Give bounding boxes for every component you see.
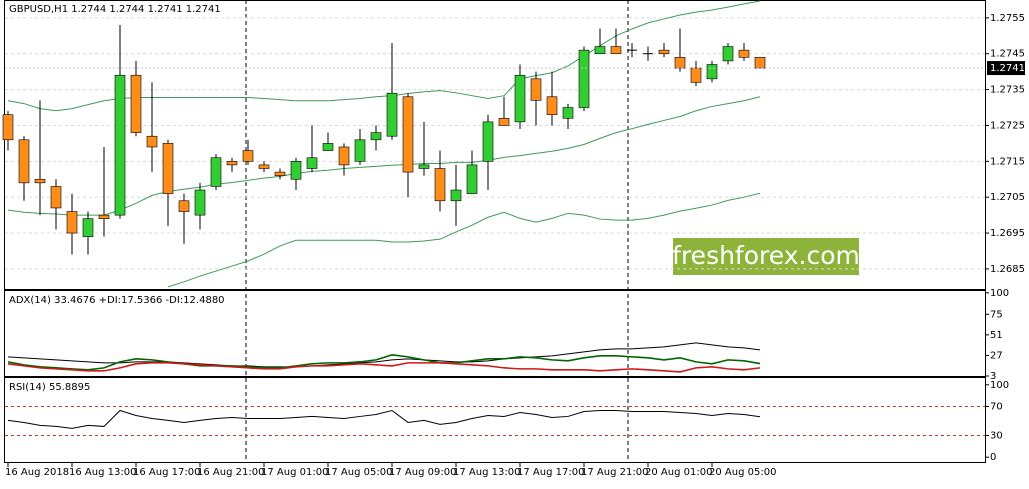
indicator-line <box>7 342 761 368</box>
candle-body <box>210 157 222 187</box>
x-tick-label: 17 Aug 01:00 <box>261 467 328 478</box>
candle-body <box>162 143 174 194</box>
y-tick-label: 1.2705 <box>990 192 1025 203</box>
candle-body <box>2 114 14 141</box>
candle-body <box>226 161 238 166</box>
x-tick-label: 17 Aug 13:00 <box>453 467 520 478</box>
y-tick-label: 1.2745 <box>990 49 1025 60</box>
y-tick-label: 1.2695 <box>990 228 1025 239</box>
x-tick-label: 16 Aug 2018 <box>5 467 69 478</box>
watermark: freshforex.com <box>672 241 860 270</box>
candle-body <box>290 161 302 180</box>
y-tick-label: 1.2715 <box>990 156 1025 167</box>
candle-body <box>242 150 254 162</box>
candle-body <box>402 96 414 173</box>
candle-body <box>50 186 62 209</box>
candle-body <box>658 49 670 55</box>
candle-body <box>498 117 510 126</box>
candle-body <box>258 164 270 169</box>
candle-body <box>274 171 286 176</box>
last-price-badge <box>987 61 1025 76</box>
x-tick-label: 16 Aug 17:00 <box>133 467 200 478</box>
candle-body <box>194 189 206 216</box>
candle-body <box>114 74 126 216</box>
candle-body <box>530 78 542 101</box>
x-tick-label: 17 Aug 17:00 <box>517 467 584 478</box>
x-tick-label: 17 Aug 05:00 <box>325 467 392 478</box>
candle-body <box>706 64 718 80</box>
candle-body <box>514 74 526 123</box>
y-tick-label: 1.2685 <box>990 264 1025 275</box>
candle-body <box>82 218 94 237</box>
x-tick-label: 17 Aug 21:00 <box>581 467 648 478</box>
candle-body <box>674 57 686 69</box>
candle-body <box>130 74 142 133</box>
candle-body <box>18 139 30 184</box>
y-tick-label: 51 <box>990 330 1003 341</box>
y-tick-label: 70 <box>990 402 1003 413</box>
candle-body <box>738 49 750 58</box>
panel-title: GBPUSD,H1 1.2744 1.2744 1.2741 1.2741 <box>9 4 221 15</box>
candle-body <box>418 164 430 169</box>
candle-body <box>178 200 190 212</box>
candle-body <box>754 57 766 69</box>
candle-body <box>722 46 734 62</box>
candle-body <box>562 107 574 119</box>
candle-body <box>354 139 366 162</box>
y-tick-label: 0 <box>990 452 996 463</box>
candle-body <box>482 121 494 162</box>
candle-body <box>66 211 78 234</box>
y-tick-label: 27 <box>990 350 1003 361</box>
candle-body <box>322 143 334 151</box>
panel-title: RSI(14) 55.8895 <box>9 382 90 393</box>
candle-body <box>146 135 158 148</box>
candle-body <box>98 214 110 220</box>
band-line <box>167 192 761 288</box>
y-tick-label: 1.2735 <box>990 85 1025 96</box>
candle-body <box>434 168 446 202</box>
y-tick-label: 1.2755 <box>990 13 1025 24</box>
panel-title: ADX(14) 33.4676 +DI:17.5366 -DI:12.4880 <box>9 295 225 306</box>
band-line <box>7 96 761 216</box>
frame <box>4 0 986 463</box>
candle-body <box>450 189 462 202</box>
last-price-label: 1.2741 <box>990 63 1025 74</box>
x-tick-label: 16 Aug 21:00 <box>197 467 264 478</box>
x-tick-label: 17 Aug 09:00 <box>389 467 456 478</box>
candle-body <box>578 49 590 108</box>
candle-body <box>546 96 558 115</box>
y-tick-label: 100 <box>990 380 1009 391</box>
candle-body <box>610 46 622 55</box>
candle-body <box>34 178 46 184</box>
y-tick-label: 1.2725 <box>990 120 1025 131</box>
candle-body <box>594 46 606 55</box>
x-tick-label: 20 Aug 01:00 <box>645 467 712 478</box>
candle-body <box>386 92 398 137</box>
y-tick-label: 3 <box>990 371 996 382</box>
x-tick-label: 16 Aug 13:00 <box>69 467 136 478</box>
candle-body <box>370 132 382 141</box>
x-tick-label: 20 Aug 05:00 <box>709 467 776 478</box>
indicator-line <box>7 354 761 371</box>
indicator-line <box>7 409 761 429</box>
indicator-line <box>7 362 761 373</box>
candle-body <box>338 146 350 166</box>
candle-body <box>466 164 478 194</box>
y-tick-label: 30 <box>990 430 1003 441</box>
y-tick-label: 100 <box>990 288 1009 299</box>
candle-body <box>690 67 702 83</box>
candle-body <box>306 157 318 169</box>
y-tick-label: 75 <box>990 309 1003 320</box>
